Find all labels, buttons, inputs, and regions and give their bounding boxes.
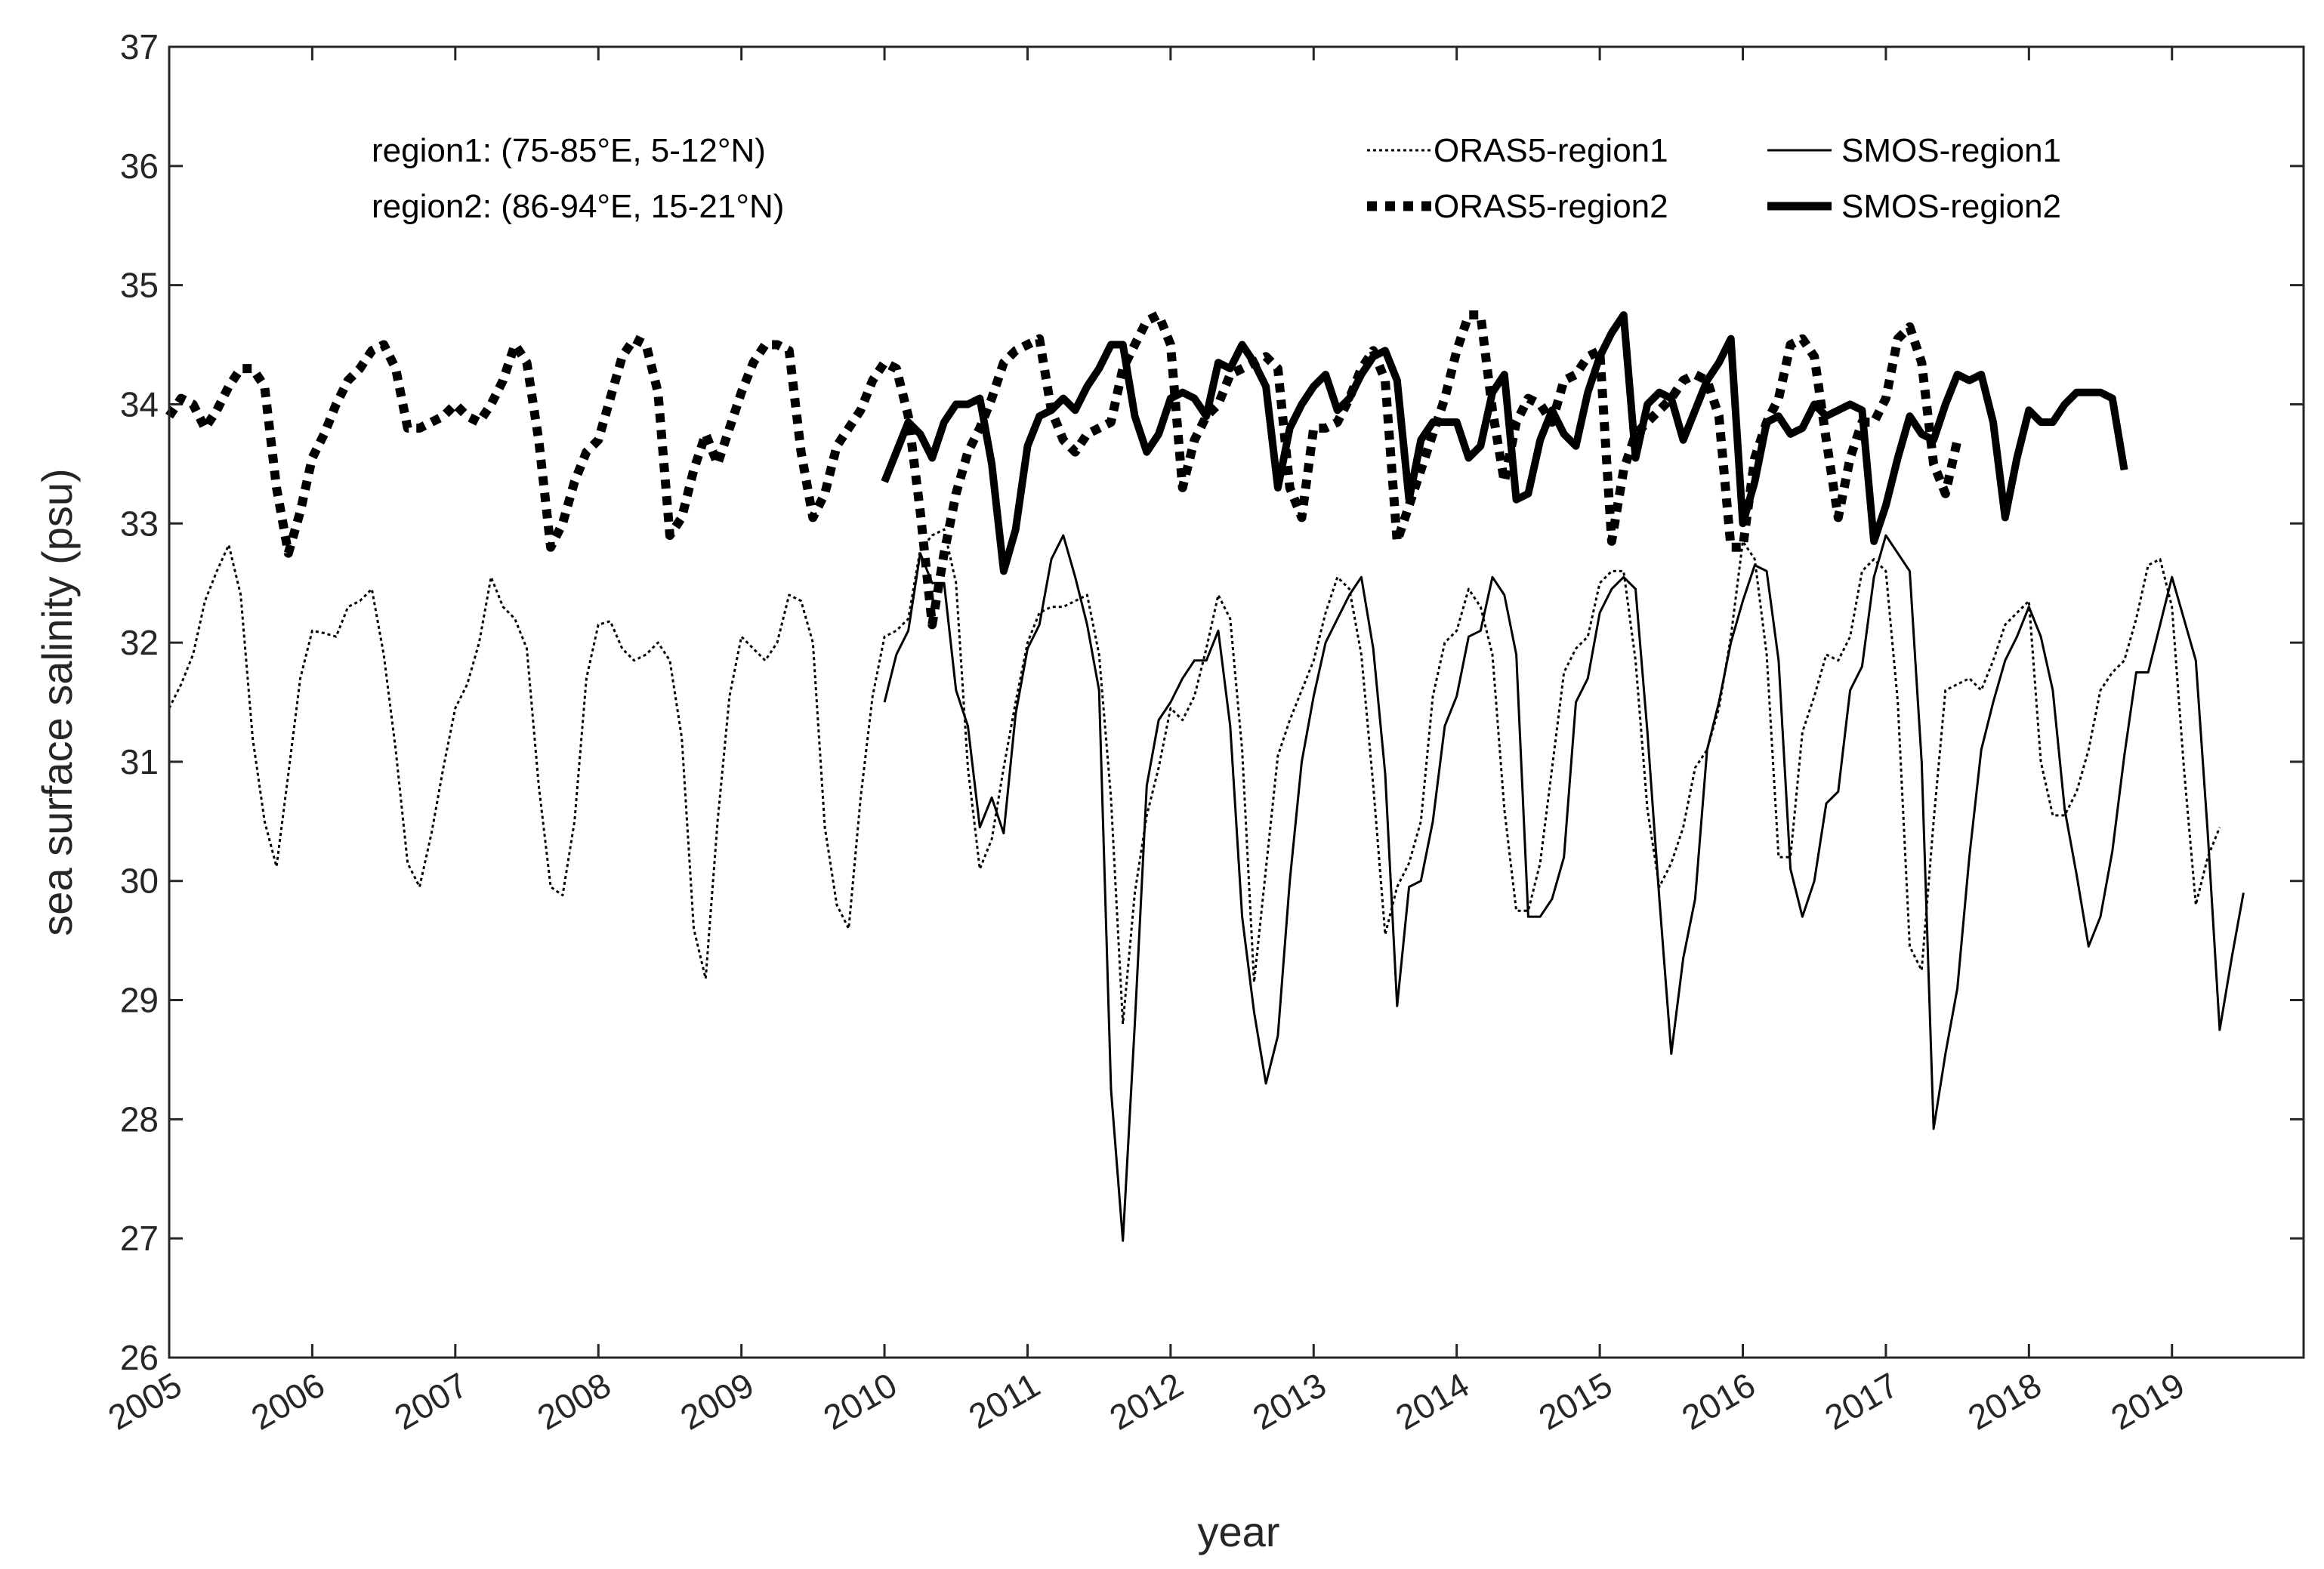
y-tick-label: 31 (120, 742, 159, 781)
data-series (165, 310, 2245, 1242)
x-tick-label: 2013 (1246, 1365, 1333, 1438)
y-tick-label: 32 (120, 623, 159, 662)
x-tick-label: 2011 (962, 1365, 1047, 1436)
x-tick-label: 2009 (674, 1365, 761, 1438)
y-tick-label: 33 (120, 504, 159, 543)
x-tick-label: 2016 (1675, 1365, 1762, 1438)
y-tick-label: 36 (120, 146, 159, 186)
x-tick-label: 2015 (1532, 1365, 1619, 1438)
x-tick-label: 2007 (387, 1365, 474, 1438)
x-tick-label: 2017 (1818, 1365, 1905, 1438)
x-tick-label: 2012 (1103, 1365, 1190, 1438)
series-line-smos-region2 (881, 311, 2128, 575)
x-tick-label: 2018 (1961, 1365, 2048, 1438)
y-tick-label: 37 (120, 27, 159, 66)
legend-label-oras5-region1: ORAS5-region1 (1434, 132, 1668, 169)
x-tick-label: 2008 (531, 1365, 618, 1438)
legend-label-smos-region2: SMOS-region2 (1841, 188, 2061, 225)
plot-frame (168, 45, 2305, 1359)
legend-label-smos-region1: SMOS-region1 (1841, 132, 2061, 169)
y-tick-label: 26 (120, 1338, 159, 1377)
series-line-smos-region1 (883, 534, 2245, 1242)
y-tick-label: 30 (120, 862, 159, 901)
y-tick-label: 35 (120, 266, 159, 305)
y-tick-label: 28 (120, 1099, 159, 1139)
x-tick-label: 2006 (245, 1365, 332, 1438)
x-axis-label: year (1198, 1508, 1280, 1555)
note-region2: region2: (86-94°E, 15-21°N) (372, 188, 784, 225)
x-tick-label: 2014 (1389, 1365, 1476, 1438)
y-tick-label: 29 (120, 981, 159, 1020)
x-tick-label: 2010 (816, 1365, 903, 1438)
x-tick-label: 2019 (2104, 1365, 2191, 1438)
y-tick-label: 27 (120, 1219, 159, 1258)
plot-background (169, 47, 2304, 1358)
legend: ORAS5-region1 SMOS-region1 ORAS5-region2… (1367, 132, 2061, 225)
series-line-oras5-region2 (165, 310, 1962, 630)
note-region1: region1: (75-85°E, 5-12°N) (372, 132, 766, 169)
legend-label-oras5-region2: ORAS5-region2 (1434, 188, 1668, 225)
y-axis-label: sea surface salinity (psu) (33, 468, 81, 936)
y-tick-label: 34 (120, 384, 159, 424)
